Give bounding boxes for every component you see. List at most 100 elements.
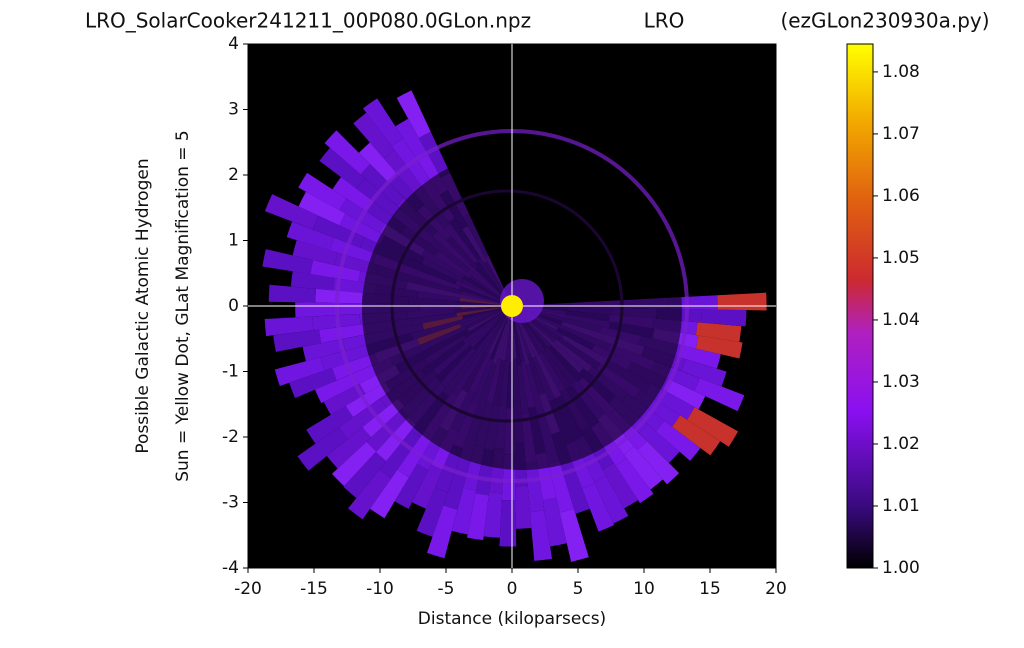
heat-wedge xyxy=(700,309,747,327)
heat-wedge xyxy=(345,382,391,418)
heat-wedge xyxy=(695,335,743,359)
colorbar-tick-label: 1.02 xyxy=(882,434,920,454)
heatmap-image xyxy=(262,90,767,562)
y-tick-label: 3 xyxy=(228,100,239,120)
heat-wedge xyxy=(593,475,629,524)
x-tick-label: 20 xyxy=(765,579,787,599)
heat-wedge xyxy=(292,240,338,266)
heat-wedge xyxy=(338,398,387,440)
heat-wedge xyxy=(323,383,366,415)
heat-wedge xyxy=(339,213,385,245)
x-tick-label: -15 xyxy=(300,579,328,599)
heat-wedge xyxy=(332,177,374,212)
heat-wedge xyxy=(358,142,398,183)
chart-subtitle: LRO xyxy=(644,9,685,33)
colorbar-tick-label: 1.01 xyxy=(882,496,920,516)
y-tick-label: 4 xyxy=(228,34,239,54)
x-tick-label: -5 xyxy=(438,579,455,599)
annotation: (ezGLon230930a.py) xyxy=(780,9,989,33)
heat-wedge xyxy=(637,441,680,485)
chart-title: LRO_SolarCooker241211_00P080.0GLon.npz xyxy=(85,9,531,33)
heat-wedge xyxy=(306,405,354,444)
heat-wedge xyxy=(395,118,428,161)
sun-marker xyxy=(501,295,523,317)
heat-wedge xyxy=(356,178,400,217)
heat-wedge xyxy=(383,149,423,194)
heat-wedge xyxy=(273,329,322,352)
heat-wedge xyxy=(582,483,615,532)
heat-wedge xyxy=(530,510,553,561)
x-axis-label: Distance (kiloparsecs) xyxy=(418,609,606,629)
heat-wedge xyxy=(264,316,314,337)
heat-wedge xyxy=(563,470,590,514)
y-tick-label: -1 xyxy=(222,362,239,382)
colorbar xyxy=(846,43,874,569)
heat-wedge xyxy=(466,493,489,541)
heat-wedge xyxy=(264,194,319,230)
heat-wedge xyxy=(343,452,387,499)
y-axis-label: Sun = Yellow Dot, GLat Magnification = 5 xyxy=(173,130,193,482)
heat-wedge xyxy=(331,441,377,487)
heat-wedge xyxy=(298,172,347,211)
heat-wedge xyxy=(329,237,377,264)
heat-wedge xyxy=(451,487,477,535)
x-tick-label: 15 xyxy=(699,579,721,599)
x-tick-label: 5 xyxy=(573,579,584,599)
heat-wedge xyxy=(499,500,517,547)
x-tick-label: 10 xyxy=(633,579,655,599)
heat-wedge xyxy=(319,147,365,189)
heat-wedge xyxy=(348,469,392,520)
heat-wedge xyxy=(331,353,379,381)
heat-wedge xyxy=(548,460,575,513)
heat-wedge xyxy=(687,407,739,447)
heat-wedge xyxy=(681,359,727,387)
heat-wedge xyxy=(443,457,471,510)
heat-wedge xyxy=(695,322,742,343)
heat-wedge xyxy=(319,324,367,344)
heat-wedge xyxy=(396,90,431,138)
heat-wedge xyxy=(295,302,337,318)
heat-wedge xyxy=(360,164,404,206)
y-tick-label: 1 xyxy=(228,231,239,251)
x-tick-label: 0 xyxy=(507,579,518,599)
heat-wedge xyxy=(525,461,545,512)
y-axis-label: Possible Galactic Atomic Hydrogen xyxy=(133,158,153,453)
heat-wedge xyxy=(615,457,654,504)
heat-wedge xyxy=(286,221,335,251)
heat-wedge xyxy=(302,338,346,362)
heat-wedge xyxy=(326,427,372,469)
heat-wedge xyxy=(542,497,567,547)
y-tick-label: 2 xyxy=(228,165,239,185)
heat-wedge xyxy=(418,131,450,178)
heat-wedge xyxy=(426,505,458,559)
heat-wedge xyxy=(623,446,663,490)
heat-wedge xyxy=(639,423,680,463)
heat-wedge xyxy=(274,357,325,386)
colorbar-tick-label: 1.03 xyxy=(882,372,920,392)
heat-wedge xyxy=(717,292,767,311)
heat-wedge xyxy=(297,427,348,471)
heat-wedge xyxy=(416,487,448,537)
y-tick-label: -4 xyxy=(222,558,239,578)
heat-wedge xyxy=(310,260,361,282)
heat-wedge xyxy=(662,378,706,410)
heat-wedge xyxy=(677,345,721,369)
heat-wedge xyxy=(672,415,721,456)
colorbar-tick-label: 1.08 xyxy=(882,62,920,82)
heat-wedge xyxy=(369,469,409,519)
heat-wedge xyxy=(515,485,532,529)
heat-wedge xyxy=(363,98,404,147)
heat-wedge xyxy=(262,249,314,275)
x-tick-label: -10 xyxy=(366,579,394,599)
heat-wedge xyxy=(362,398,405,438)
heat-wedge xyxy=(412,464,443,509)
heat-wedge xyxy=(379,430,421,479)
colorbar-tick-label: 1.04 xyxy=(882,310,920,330)
heat-wedge xyxy=(324,130,371,175)
heat-wedge xyxy=(694,378,745,412)
colorbar-tick-label: 1.00 xyxy=(882,558,920,578)
heat-wedge xyxy=(483,492,503,538)
heat-wedge xyxy=(314,373,358,404)
colorbar-tick-label: 1.06 xyxy=(882,186,920,206)
